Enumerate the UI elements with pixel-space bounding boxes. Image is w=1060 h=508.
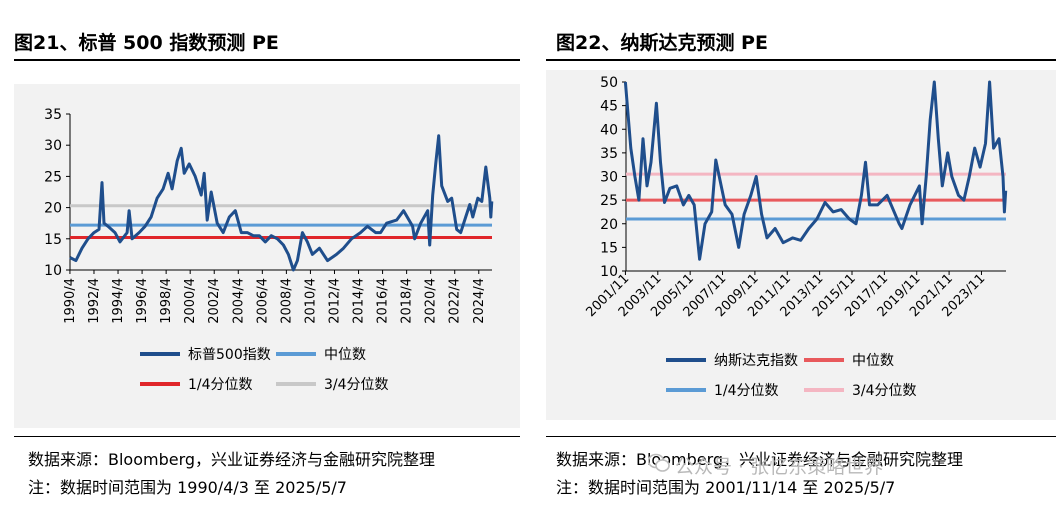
- x-tick-label: 2018/4: [400, 278, 415, 324]
- y-tick-label: 30: [44, 138, 62, 154]
- y-tick-label: 25: [44, 169, 62, 185]
- y-tick-label: 10: [44, 263, 62, 279]
- x-tick-label: 1990/4: [63, 278, 78, 324]
- y-tick-label: 10: [600, 264, 618, 280]
- x-tick-label: 2014/4: [352, 278, 367, 324]
- x-tick-label: 2004/4: [231, 278, 246, 324]
- right-figure-title: 图22、纳斯达克预测 PE: [556, 32, 768, 54]
- y-tick-label: 50: [600, 75, 618, 91]
- x-tick-label: 2010/4: [303, 278, 318, 324]
- left-bottom-rule: [14, 436, 520, 437]
- y-tick-label: 20: [44, 201, 62, 217]
- right-bottom-rule: [546, 436, 1056, 437]
- left-title-rule: [14, 59, 520, 61]
- x-tick-label: 2020/4: [424, 278, 439, 324]
- y-tick-label: 30: [600, 170, 618, 186]
- x-tick-label: 1996/4: [135, 278, 150, 324]
- legend-label: 中位数: [852, 353, 894, 369]
- right-figure-panel: 图22、纳斯达克预测 PE 10 15 20 25 30 35 40 45 50 2001/11 2…: [540, 0, 1060, 508]
- legend-label: 标普500指数: [188, 347, 271, 363]
- x-tick-label: 2012/4: [327, 278, 342, 324]
- y-tick-label: 45: [600, 99, 618, 115]
- left-chart-background: [14, 84, 520, 428]
- left-note-text: 注：数据时间范围为 1990/4/3 至 2025/5/7: [28, 478, 347, 497]
- y-tick-label: 35: [44, 107, 62, 123]
- right-note-text: 注：数据时间范围为 2001/11/14 至 2025/5/7: [556, 478, 896, 497]
- left-figure-title: 图21、标普 500 指数预测 PE: [14, 32, 279, 54]
- x-tick-label: 2022/4: [448, 278, 463, 324]
- y-tick-label: 25: [600, 193, 618, 209]
- x-tick-label: 2016/4: [376, 278, 391, 324]
- y-tick-label: 40: [600, 122, 618, 138]
- x-tick-label: 2000/4: [183, 278, 198, 324]
- left-chart: 10 15 20 25 30 35 1990/4 1992/4 1994/4 1996/4 1998…: [44, 107, 494, 393]
- right-chart: 1015202530354045502001/112003/112005/112…: [583, 75, 1008, 399]
- y-tick-label: 20: [600, 217, 618, 233]
- legend-label: 1/4分位数: [714, 383, 779, 399]
- left-figure-panel: 图21、标普 500 指数预测 PE 10 15 20 25 30 35 1990/4 199…: [14, 32, 520, 497]
- x-tick-label: 1994/4: [111, 278, 126, 324]
- left-source-text: 数据来源：Bloomberg，兴业证券经济与金融研究院整理: [28, 450, 436, 469]
- y-tick-label: 35: [600, 146, 618, 162]
- legend-label: 3/4分位数: [852, 383, 917, 399]
- x-tick-label: 1992/4: [87, 278, 102, 324]
- right-title-rule: [546, 59, 1056, 61]
- x-tick-label: 1998/4: [159, 278, 174, 324]
- legend-label: 中位数: [324, 347, 366, 363]
- y-tick-label: 15: [600, 240, 618, 256]
- watermark-text: 公众号 · 张忆东策略世界: [675, 456, 884, 478]
- pe-series-line: [69, 134, 494, 272]
- wechat-logo-icon: [648, 453, 670, 472]
- right-chart-background: [546, 70, 1056, 420]
- legend-label: 纳斯达克指数: [714, 353, 798, 369]
- y-tick-label: 15: [44, 232, 62, 248]
- x-tick-label: 2024/4: [472, 278, 487, 324]
- pe-series-line: [623, 80, 1008, 261]
- x-tick-label: 2006/4: [255, 278, 270, 324]
- x-tick-label: 2002/4: [207, 278, 222, 324]
- legend-label: 1/4分位数: [188, 377, 253, 393]
- x-tick-label: 2008/4: [279, 278, 294, 324]
- legend-label: 3/4分位数: [324, 377, 389, 393]
